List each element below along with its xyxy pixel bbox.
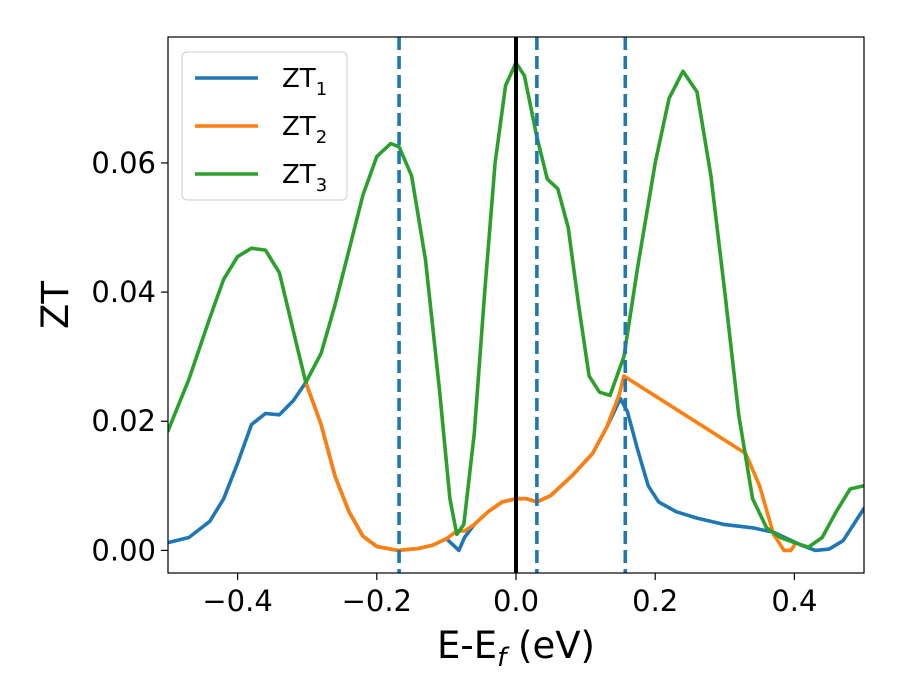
- y-axis-label: ZT: [34, 281, 77, 329]
- x-tick-label: −0.4: [202, 584, 272, 618]
- legend-box: [181, 51, 348, 201]
- legend: ZT1 ZT2 ZT3: [181, 51, 348, 201]
- x-axis-label: E-Ef (eV): [437, 624, 595, 673]
- y-tick-label: 0.00: [91, 533, 156, 567]
- legend-label-1: ZT1: [282, 64, 327, 100]
- legend-label-2: ZT2: [282, 112, 327, 148]
- y-tick-label: 0.04: [91, 275, 156, 309]
- y-tick-label: 0.02: [91, 404, 156, 438]
- legend-label-3: ZT3: [282, 160, 327, 196]
- y-tick-label: 0.06: [91, 146, 156, 180]
- x-tick-label: 0.2: [632, 584, 678, 618]
- x-tick-label: −0.2: [342, 584, 412, 618]
- series-line-2: [304, 374, 797, 553]
- x-tick-label: 0.4: [771, 584, 817, 618]
- x-tick-label: 0.0: [493, 584, 539, 618]
